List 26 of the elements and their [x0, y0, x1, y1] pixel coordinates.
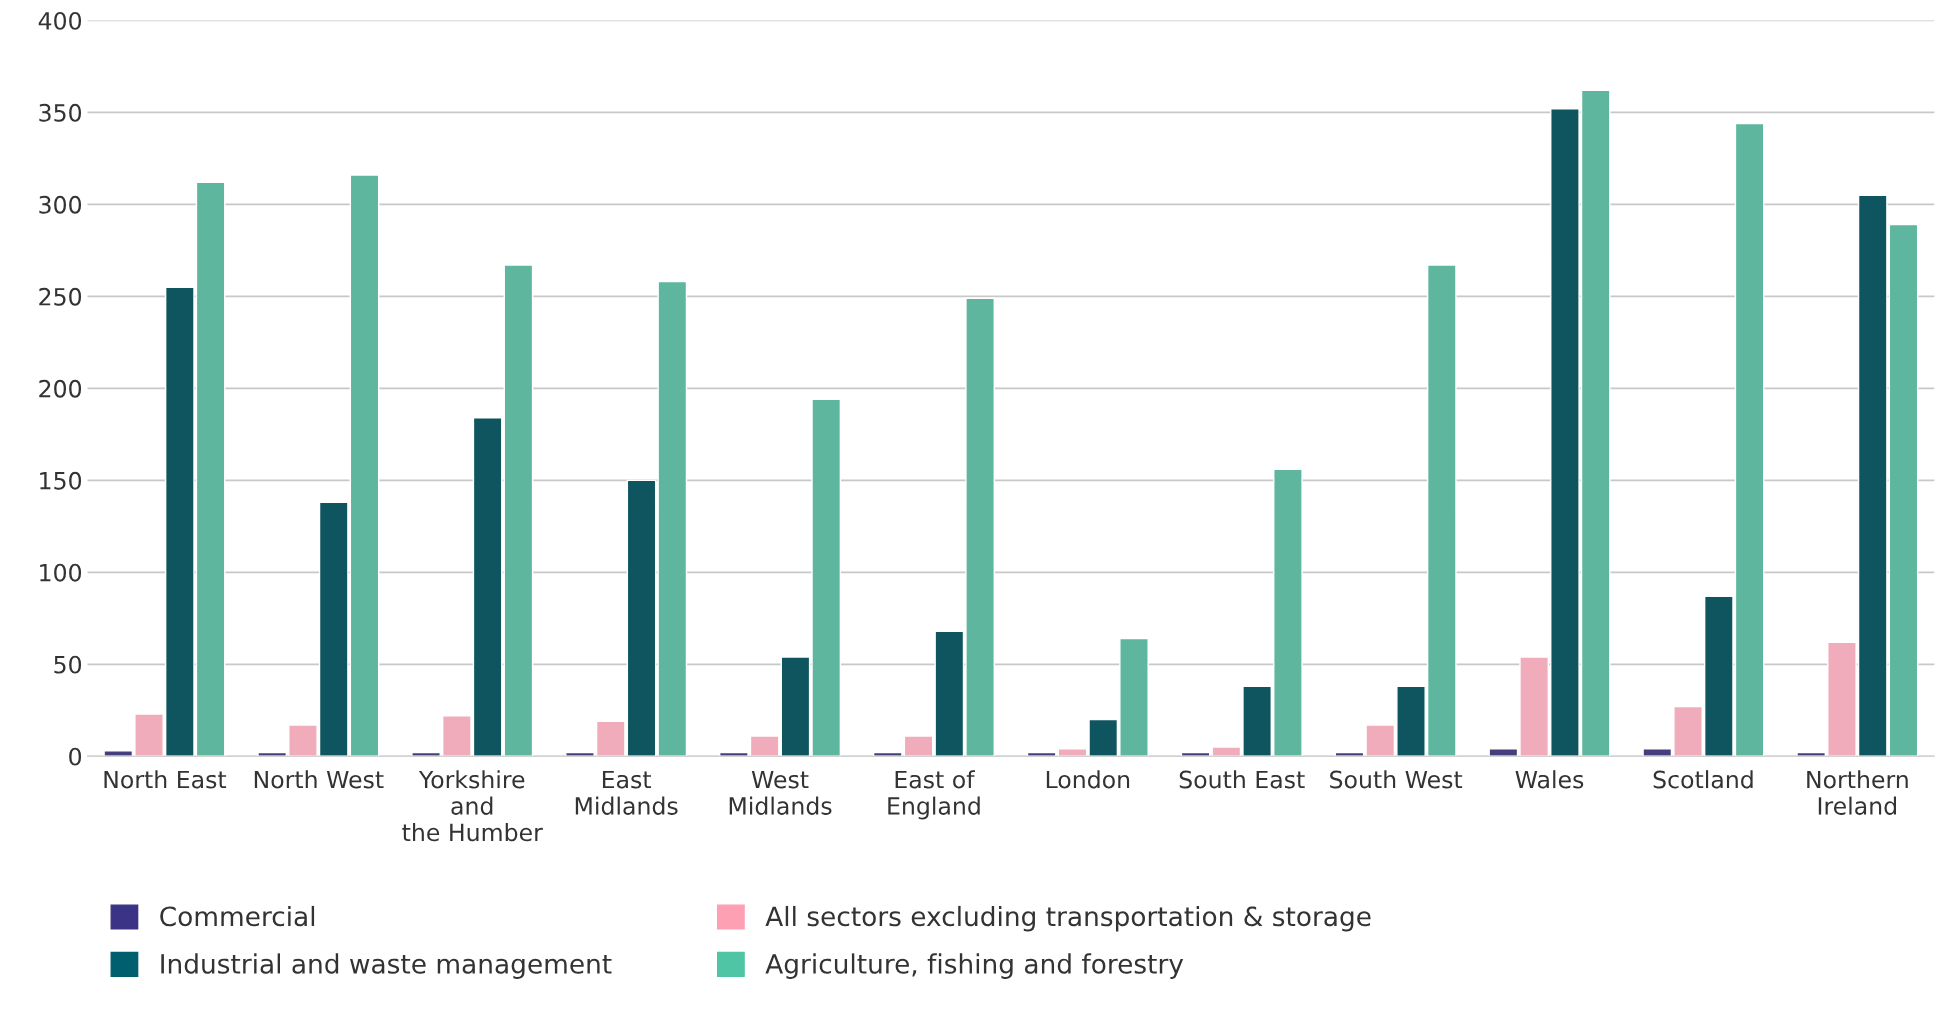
- y-tick-label: 200: [39, 379, 82, 398]
- legend-label: Commercial: [160, 905, 315, 927]
- x-tick-label: Yorkshire and the Humber: [402, 770, 543, 842]
- y-tick-label: 400: [38, 11, 82, 30]
- y-tick-label: 0: [69, 747, 82, 766]
- x-tick-label: South East: [1179, 770, 1305, 789]
- x-tick-label: North East: [104, 770, 227, 789]
- y-tick-label: 300: [39, 195, 82, 214]
- legend-label: Agriculture, fishing and forestry: [765, 953, 1184, 979]
- y-tick-label: 50: [54, 655, 82, 674]
- x-tick-label: West Midlands: [729, 770, 832, 815]
- x-tick-label: South West: [1330, 770, 1463, 789]
- y-tick-label: 100: [40, 563, 82, 582]
- x-tick-label: Northern Ireland: [1807, 770, 1908, 815]
- x-tick-label: Wales: [1515, 770, 1584, 789]
- bar: [503, 264, 534, 757]
- y-tick-label: 250: [39, 287, 82, 306]
- legend-label: All sectors excluding transportation & storage: [765, 905, 1371, 932]
- legend-label: Industrial and waste management: [161, 953, 612, 979]
- x-tick-label: North West: [254, 770, 384, 789]
- x-tick-label: London: [1046, 770, 1130, 789]
- x-tick-label: Scotland: [1653, 770, 1753, 789]
- x-tick-label: East Midlands: [575, 770, 678, 815]
- x-tick-label: East of England: [888, 770, 980, 820]
- y-tick-label: 350: [39, 103, 82, 122]
- y-tick-label: 150: [40, 471, 82, 490]
